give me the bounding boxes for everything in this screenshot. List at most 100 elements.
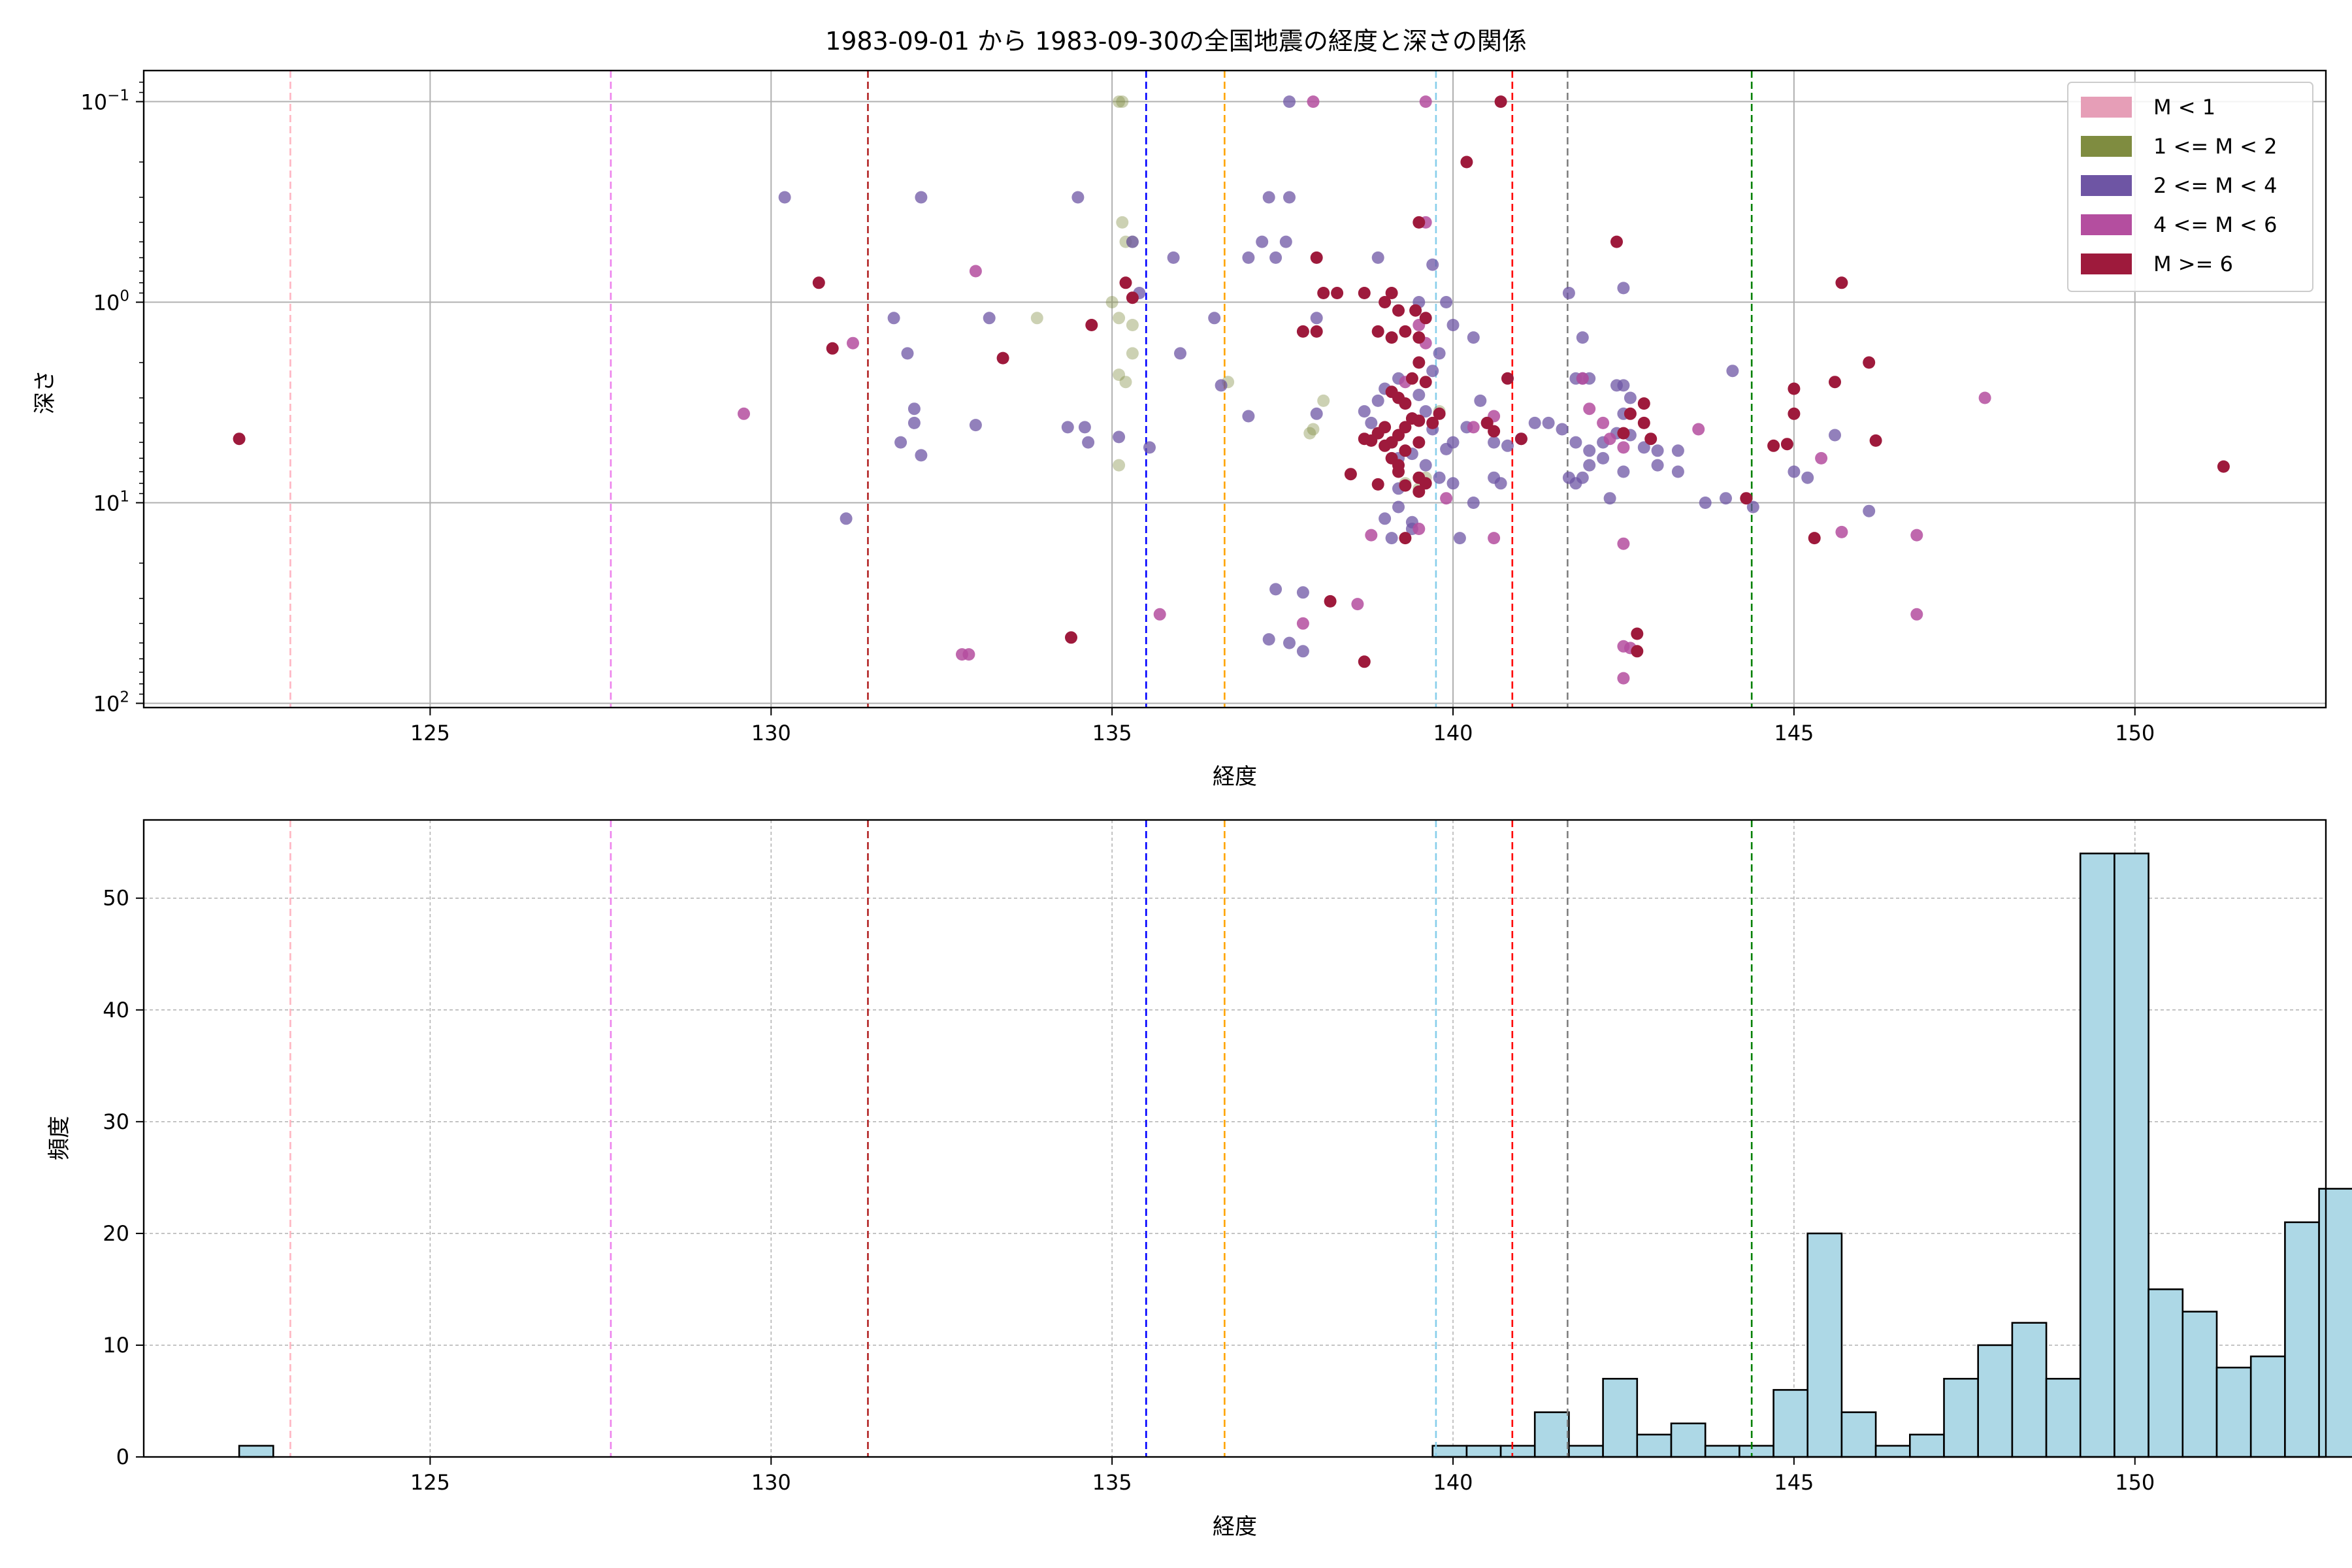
scatter-point xyxy=(1474,394,1487,407)
scatter-point xyxy=(1446,319,1460,331)
scatter-series xyxy=(738,95,1991,685)
histogram-bar xyxy=(1636,1433,1673,1458)
scatter-point xyxy=(1488,532,1501,545)
scatter-point xyxy=(1637,397,1650,410)
histogram-bar xyxy=(1943,1378,1980,1458)
scatter-point xyxy=(1262,191,1275,204)
legend-swatch xyxy=(2081,253,2132,274)
scatter-point xyxy=(1583,402,1596,416)
scatter-point xyxy=(1788,407,1801,420)
histogram-bar xyxy=(1874,1445,1911,1458)
scatter-point xyxy=(1317,394,1330,407)
scatter-point xyxy=(1116,95,1129,108)
scatter-point xyxy=(1610,235,1623,248)
scatter-point xyxy=(1835,276,1848,289)
scatter-point xyxy=(1863,356,1876,369)
scatter-point xyxy=(1310,325,1323,338)
scatter-point xyxy=(1385,331,1398,344)
scatter-point xyxy=(1583,444,1596,457)
scatter-point xyxy=(1494,95,1507,108)
histogram-y-tick-label: 10 xyxy=(103,1333,129,1358)
scatter-point xyxy=(1869,434,1882,447)
histogram-bar xyxy=(1568,1445,1604,1458)
histogram-bar xyxy=(2181,1311,2218,1458)
histogram-bar xyxy=(1806,1232,1843,1458)
legend-swatch xyxy=(2081,175,2132,196)
scatter-point xyxy=(1296,645,1309,658)
scatter-point xyxy=(1392,304,1405,317)
histogram-bar xyxy=(2148,1288,2184,1458)
scatter-y-ticks: 10−1 100 101 102 xyxy=(80,82,144,716)
scatter-x-tick-label: 140 xyxy=(1433,721,1473,745)
scatter-point xyxy=(1215,379,1228,392)
scatter-point xyxy=(1399,444,1412,457)
histogram-bar xyxy=(1840,1411,1877,1458)
scatter-point xyxy=(1126,291,1139,304)
legend: M < 1 1 <= M < 2 2 <= M < 4 4 <= M < 6 M >= … xyxy=(2067,82,2313,292)
scatter-point xyxy=(1453,532,1466,545)
scatter-point xyxy=(996,351,1009,365)
scatter-point xyxy=(1467,497,1480,509)
scatter-point xyxy=(1371,251,1384,264)
histogram-x-axis-label: 経度 xyxy=(1213,1514,1257,1540)
scatter-point xyxy=(1119,276,1132,289)
scatter-point xyxy=(1829,376,1841,389)
scatter-point xyxy=(1082,436,1095,449)
scatter-point xyxy=(1269,583,1282,596)
scatter-point xyxy=(1413,356,1426,369)
scatter-point xyxy=(1105,296,1119,308)
scatter-point xyxy=(1113,431,1126,444)
histogram-bar xyxy=(2249,1355,2286,1458)
scatter-x-ticks: 125 130 135 140 145 150 xyxy=(410,708,2155,745)
scatter-point xyxy=(1488,425,1501,438)
histogram-bar xyxy=(1533,1411,1570,1458)
scatter-point xyxy=(840,512,853,525)
scatter-point xyxy=(1116,216,1129,229)
scatter-point xyxy=(962,648,975,661)
histogram-bar xyxy=(1977,1344,2014,1458)
scatter-point xyxy=(1467,421,1480,434)
scatter-point xyxy=(1467,331,1480,344)
histogram-panel: 125 130 135 140 145 150 0 10 20 30 40 50 経度 頻度 xyxy=(46,819,2352,1540)
scatter-y-tick-label: 101 xyxy=(93,489,129,516)
scatter-point xyxy=(1310,312,1323,325)
histogram-bar xyxy=(1909,1433,1945,1458)
histogram-y-tick-label: 20 xyxy=(103,1221,129,1246)
scatter-point xyxy=(1726,365,1739,378)
scatter-point xyxy=(1631,627,1644,640)
scatter-point xyxy=(1174,347,1186,360)
scatter-point xyxy=(1371,325,1384,338)
scatter-panel: 125 130 135 140 145 150 10−1 100 101 102 経度 深さ M… xyxy=(32,69,2327,790)
histogram-y-tick-label: 30 xyxy=(103,1109,129,1134)
scatter-point xyxy=(1413,331,1426,344)
scatter-point xyxy=(1440,296,1453,308)
scatter-point xyxy=(1426,416,1439,429)
scatter-point xyxy=(1365,416,1378,429)
scatter-point xyxy=(1514,433,1527,446)
scatter-point xyxy=(1153,608,1166,621)
histogram-bar xyxy=(1670,1422,1707,1458)
scatter-point xyxy=(1307,95,1320,108)
scatter-y-tick-label: 10−1 xyxy=(80,88,129,115)
scatter-point xyxy=(1699,497,1712,509)
scatter-point xyxy=(887,312,900,325)
scatter-point xyxy=(1283,636,1296,649)
scatter-point xyxy=(1399,325,1412,338)
histogram-bar xyxy=(2114,853,2149,1458)
scatter-point xyxy=(1310,407,1323,420)
scatter-point xyxy=(1419,376,1432,389)
scatter-y-tick-label: 102 xyxy=(93,689,129,716)
scatter-point xyxy=(1494,477,1507,490)
scatter-x-tick-label: 135 xyxy=(1092,721,1132,745)
scatter-point xyxy=(1365,529,1378,542)
scatter-point xyxy=(1426,365,1439,378)
scatter-point xyxy=(1405,372,1418,385)
scatter-point xyxy=(1296,617,1309,630)
scatter-point xyxy=(1644,433,1658,446)
scatter-point xyxy=(1419,95,1432,108)
scatter-point xyxy=(1167,251,1180,264)
histogram-bar xyxy=(2011,1322,2048,1458)
scatter-point xyxy=(1379,421,1392,434)
scatter-point xyxy=(969,265,982,278)
